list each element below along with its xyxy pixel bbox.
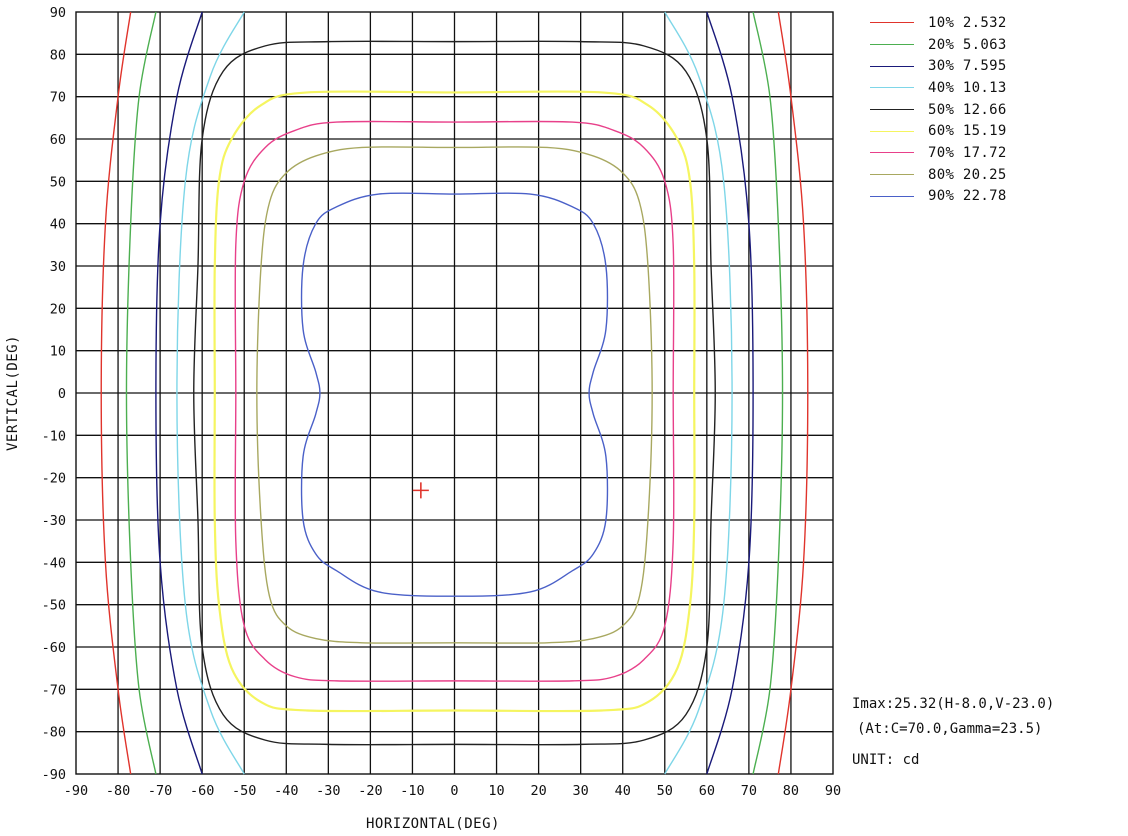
legend: 10% 2.532 20% 5.063 30% 7.595 40% 10.13 50% … <box>870 12 1007 207</box>
contour-line-10pct-right <box>777 11 809 775</box>
x-tick-label: 50 <box>657 783 673 799</box>
legend-swatch <box>870 65 914 67</box>
contour-line-80pct <box>256 146 653 644</box>
legend-swatch <box>870 109 914 111</box>
x-tick-label: 90 <box>825 783 841 799</box>
legend-label: 20% 5.063 <box>928 36 1007 53</box>
x-tick-label: 30 <box>573 783 589 799</box>
y-tick-label: 80 <box>50 47 66 63</box>
x-tick-label: 20 <box>530 783 546 799</box>
legend-label: 50% 12.66 <box>928 101 1007 118</box>
x-tick-label: -20 <box>358 783 382 799</box>
y-tick-label: 10 <box>50 344 66 360</box>
x-tick-label: -40 <box>274 783 298 799</box>
y-tick-label: 90 <box>50 5 66 21</box>
contour-line-70pct <box>234 120 675 682</box>
legend-label: 10% 2.532 <box>928 14 1007 31</box>
legend-label: 60% 15.19 <box>928 123 1007 140</box>
contour-line-30pct-right <box>706 11 754 775</box>
x-tick-labels: -90 -80 -70 -60 -50 -40 -30 -20 -10 0 10 20 30 40 50 60… <box>64 783 841 799</box>
legend-swatch <box>870 195 914 197</box>
contour-lines <box>100 11 809 775</box>
x-tick-label: -80 <box>106 783 130 799</box>
contour-line-20pct-right <box>752 11 784 775</box>
legend-label: 80% 20.25 <box>928 166 1007 183</box>
legend-item: 30% 7.595 <box>870 55 1007 77</box>
y-tick-label: -40 <box>42 555 66 571</box>
x-tick-label: -70 <box>148 783 172 799</box>
contour-line-40pct <box>176 11 245 775</box>
legend-item: 70% 17.72 <box>870 142 1007 164</box>
x-tick-label: -30 <box>316 783 340 799</box>
legend-label: 70% 17.72 <box>928 144 1007 161</box>
legend-swatch <box>870 130 914 132</box>
y-tick-label: -70 <box>42 682 66 698</box>
y-tick-label: 40 <box>50 217 66 233</box>
x-tick-label: 40 <box>615 783 631 799</box>
legend-swatch <box>870 44 914 46</box>
legend-item: 80% 20.25 <box>870 164 1007 186</box>
y-tick-label: 20 <box>50 301 66 317</box>
y-tick-label: -90 <box>42 767 66 783</box>
legend-swatch <box>870 174 914 176</box>
x-tick-label: -90 <box>64 783 88 799</box>
imax-label: Imax:25.32(H-8.0,V-23.0) <box>852 696 1055 712</box>
legend-label: 90% 22.78 <box>928 188 1007 205</box>
y-tick-labels: 90 80 70 60 50 40 30 20 10 0 -10 -20 -30 -40 -50 -60 -70… <box>42 5 66 783</box>
x-tick-label: 70 <box>741 783 757 799</box>
contour-line-10pct <box>100 11 132 775</box>
y-tick-label: 0 <box>58 386 66 402</box>
contour-line-30pct <box>155 11 203 775</box>
contour-line-50pct <box>193 40 716 746</box>
x-axis-title: HORIZONTAL(DEG) <box>366 816 500 832</box>
contour-line-60pct <box>213 90 696 713</box>
x-tick-label: 0 <box>450 783 458 799</box>
y-tick-label: 60 <box>50 132 66 148</box>
legend-item: 40% 10.13 <box>870 77 1007 99</box>
legend-swatch <box>870 87 914 89</box>
legend-swatch <box>870 22 914 24</box>
y-tick-label: -80 <box>42 725 66 741</box>
x-tick-label: -10 <box>400 783 424 799</box>
y-axis-title: VERTICAL(DEG) <box>5 334 21 452</box>
angle-label: (At:C=70.0,Gamma=23.5) <box>857 721 1043 737</box>
x-tick-label: 80 <box>783 783 799 799</box>
y-tick-label: 70 <box>50 90 66 106</box>
y-tick-label: -50 <box>42 598 66 614</box>
y-tick-label: -20 <box>42 471 66 487</box>
x-tick-label: -60 <box>190 783 214 799</box>
legend-label: 40% 10.13 <box>928 79 1007 96</box>
legend-label: 30% 7.595 <box>928 58 1007 75</box>
contour-line-20pct <box>125 11 157 775</box>
max-intensity-marker <box>412 482 429 499</box>
x-tick-label: 10 <box>488 783 504 799</box>
y-tick-label: -10 <box>42 428 66 444</box>
contour-line-90pct <box>300 192 609 597</box>
legend-item: 10% 2.532 <box>870 12 1007 34</box>
contour-line-40pct-right <box>664 11 733 775</box>
y-tick-label: -60 <box>42 640 66 656</box>
x-tick-label: 60 <box>699 783 715 799</box>
x-tick-label: -50 <box>232 783 256 799</box>
legend-item: 60% 15.19 <box>870 120 1007 142</box>
legend-item: 50% 12.66 <box>870 99 1007 121</box>
legend-swatch <box>870 152 914 154</box>
unit-label: UNIT: cd <box>852 752 920 768</box>
legend-item: 20% 5.063 <box>870 34 1007 56</box>
y-tick-label: 30 <box>50 259 66 275</box>
y-tick-label: -30 <box>42 513 66 529</box>
grid <box>76 12 833 774</box>
y-tick-label: 50 <box>50 174 66 190</box>
legend-item: 90% 22.78 <box>870 186 1007 208</box>
